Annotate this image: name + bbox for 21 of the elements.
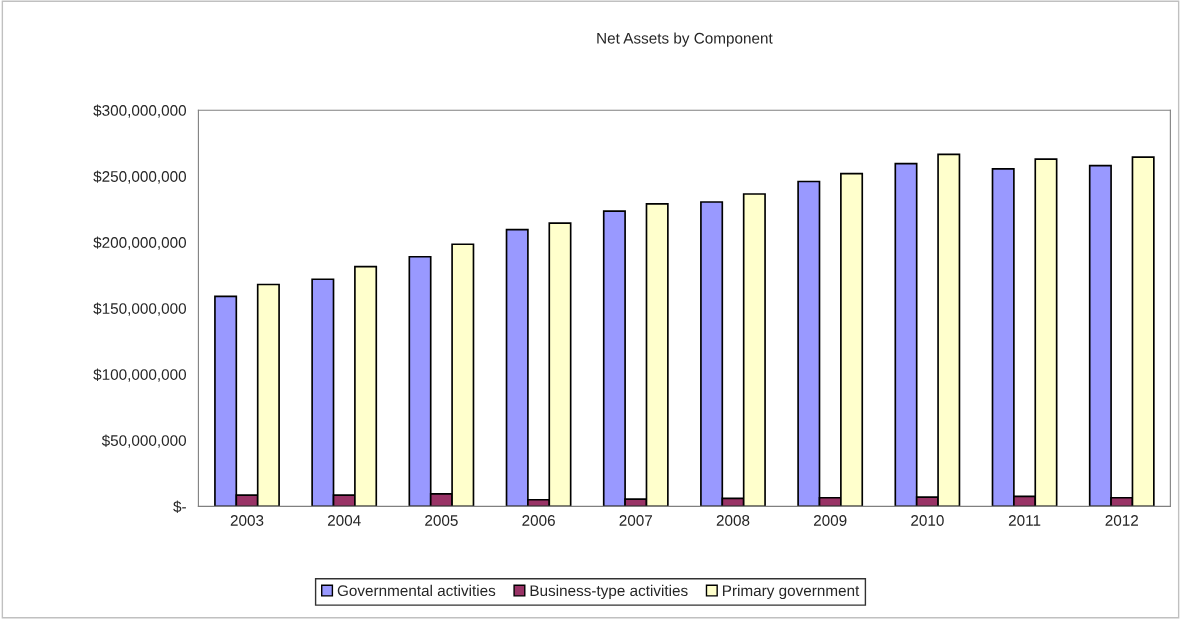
x-tick-label: 2004 [327,515,361,526]
legend-label: Primary government [723,584,860,600]
legend-label: Business-type activities [530,584,688,600]
legend-label: Governmental activities [337,584,496,597]
y-tick-label: $100,000,000 [93,368,187,382]
y-tick-label: $50,000,000 [101,434,187,448]
y-tick-label: $200,000,000 [93,236,187,250]
x-tick-label: 2005 [425,515,458,526]
x-tick-label: 2012 [1105,515,1138,526]
x-tick-label: 2011 [1008,515,1041,526]
x-tick-label: 2009 [813,515,847,526]
x-tick-label: 2006 [522,515,555,526]
x-tick-label: 2003 [230,515,264,526]
x-tick-label: 2007 [619,515,653,526]
y-tick-label: $150,000,000 [93,302,187,316]
x-tick-label: 2008 [716,515,750,526]
y-tick-label: $250,000,000 [93,170,187,184]
y-tick-label: $- [173,500,186,513]
y-tick-label: $300,000,000 [93,104,187,118]
x-tick-label: 2010 [911,515,944,526]
chart-title: Net Assets by Component [597,32,773,47]
